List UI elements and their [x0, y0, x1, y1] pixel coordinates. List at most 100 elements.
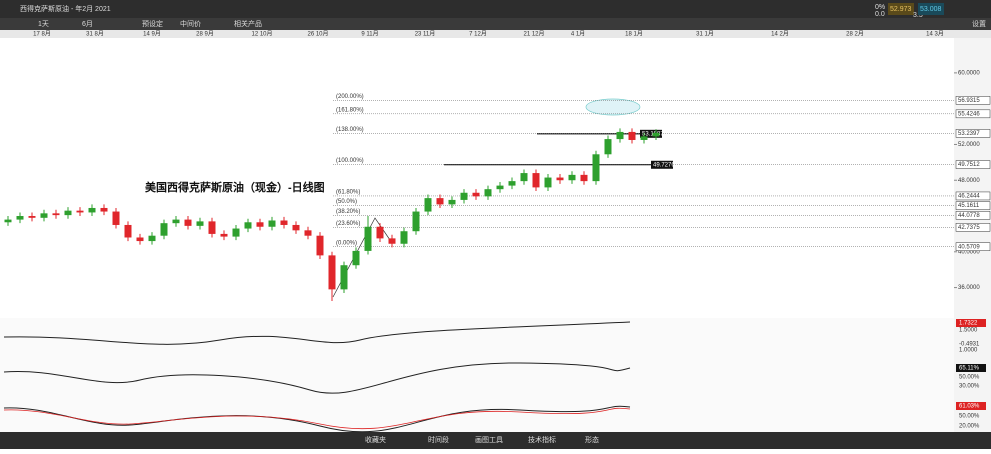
- x-tick-label: 4 1月: [571, 31, 585, 38]
- x-tick-label: 7 12月: [469, 31, 487, 38]
- candle-body: [100, 207, 108, 212]
- date-axis: [0, 30, 991, 38]
- bottom-item[interactable]: 画图工具: [475, 436, 503, 444]
- candle-body: [208, 221, 216, 234]
- button[interactable]: 相关产品: [234, 19, 262, 28]
- price-tag: [955, 109, 991, 119]
- spread: 3.5: [913, 12, 923, 19]
- interval[interactable]: 1天: [38, 20, 49, 28]
- indicator-tag: [956, 402, 986, 410]
- candle-body: [424, 198, 432, 212]
- price-tag-label: 55.4246: [958, 111, 980, 117]
- candle-body: [556, 177, 564, 181]
- price-tag-label: 46.2444: [958, 194, 980, 200]
- indicator-label: 65.11%: [959, 366, 980, 372]
- candle-body: [52, 213, 60, 216]
- bottom-item[interactable]: 形态: [585, 435, 599, 444]
- price-tag: [955, 191, 991, 201]
- price-tag-label: 44.0778: [958, 213, 980, 219]
- indicator-label: 20.00%: [959, 424, 980, 430]
- candle-body: [136, 237, 144, 242]
- stoch-signal: [3, 407, 631, 430]
- candle-body: [160, 223, 168, 236]
- x-tick-label: 26 10月: [307, 31, 328, 38]
- change: 0%: [875, 4, 885, 11]
- settings[interactable]: 设置: [972, 19, 986, 28]
- candle-body: [388, 238, 396, 244]
- fib-label: (38.20%): [336, 209, 360, 215]
- x-tick-label: 21 12月: [523, 31, 544, 38]
- bottom-item[interactable]: 收藏夹: [365, 435, 386, 444]
- candle-body: [148, 235, 156, 242]
- candle-body: [376, 226, 384, 239]
- indicator-label: 61.03%: [959, 404, 980, 410]
- bottom-bar: [0, 432, 991, 449]
- price-tag: [955, 160, 991, 169]
- price-tag-label: 40.5709: [958, 244, 980, 250]
- button[interactable]: 预设定: [142, 19, 163, 28]
- bid[interactable]: 52.973: [890, 6, 912, 13]
- ask[interactable]: 53.008: [920, 6, 942, 13]
- price-tag: [955, 223, 991, 232]
- indicator-label: 50.00%: [959, 375, 980, 381]
- candle-body: [364, 226, 372, 251]
- x-tick-label: 12 10月: [251, 31, 272, 38]
- bid-box[interactable]: [888, 3, 914, 15]
- candle-body: [580, 174, 588, 182]
- y-tick-label: 60.0000: [958, 70, 980, 76]
- candle-body: [316, 235, 324, 256]
- fib-label: (61.80%): [336, 190, 360, 196]
- candle-body: [40, 213, 48, 218]
- candle-body: [304, 230, 312, 236]
- candle-body: [232, 228, 240, 237]
- candle-body: [16, 216, 24, 220]
- fib-label: (100.00%): [336, 158, 364, 164]
- candle-body: [352, 250, 360, 266]
- instrument[interactable]: 西得克萨斯原油 - 年2月 2021: [20, 4, 111, 13]
- x-tick-label: 31 1月: [696, 31, 714, 38]
- candle-body: [244, 222, 252, 229]
- ask-box[interactable]: [918, 3, 944, 15]
- price-tag-label: 45.1611: [958, 203, 980, 209]
- candle-body: [112, 211, 120, 225]
- candle-body: [436, 198, 444, 205]
- candle-body: [256, 222, 264, 227]
- candle-body: [508, 181, 516, 186]
- bottom-item[interactable]: 时间段: [428, 435, 449, 444]
- price-tag-label: 56.9315: [958, 98, 980, 104]
- candle-body: [460, 192, 468, 200]
- indicator-label: -0.4931: [959, 342, 980, 348]
- candle-body: [400, 231, 408, 244]
- indicator-tag: [956, 319, 986, 327]
- candle-body: [328, 255, 336, 290]
- price-tag-label: 53.2397: [958, 131, 980, 137]
- candle-body: [640, 136, 648, 140]
- chart-title: 美国西得克萨斯原油（现金）-日线图: [145, 180, 325, 194]
- fib-label: (200.00%): [336, 94, 364, 100]
- candle-body: [520, 173, 528, 182]
- price-tag: [955, 201, 991, 210]
- highlight-ellipse: [585, 98, 641, 116]
- fib-label: (138.00%): [336, 127, 364, 133]
- candle-body: [592, 154, 600, 182]
- candle-body: [616, 131, 624, 140]
- candle-body: [604, 139, 612, 155]
- candle-body: [184, 219, 192, 226]
- candle-body: [628, 131, 636, 140]
- candle-body: [196, 221, 204, 226]
- range[interactable]: 6月: [82, 20, 93, 28]
- price-tag: [955, 129, 991, 138]
- price-tag: [955, 96, 991, 105]
- price-tag: [955, 242, 991, 251]
- candle-body: [172, 219, 180, 224]
- bottom-item[interactable]: 技术指标: [528, 435, 556, 444]
- button[interactable]: 中间价: [180, 19, 201, 28]
- fib-label: (161.80%): [336, 107, 364, 113]
- price-tag-label: 49.7512: [958, 162, 980, 168]
- x-tick-label: 23 11月: [415, 31, 436, 38]
- candle-body: [124, 224, 132, 238]
- price-tag-label: 42.7375: [958, 225, 980, 231]
- y-tick-label: 48.0000: [958, 178, 980, 184]
